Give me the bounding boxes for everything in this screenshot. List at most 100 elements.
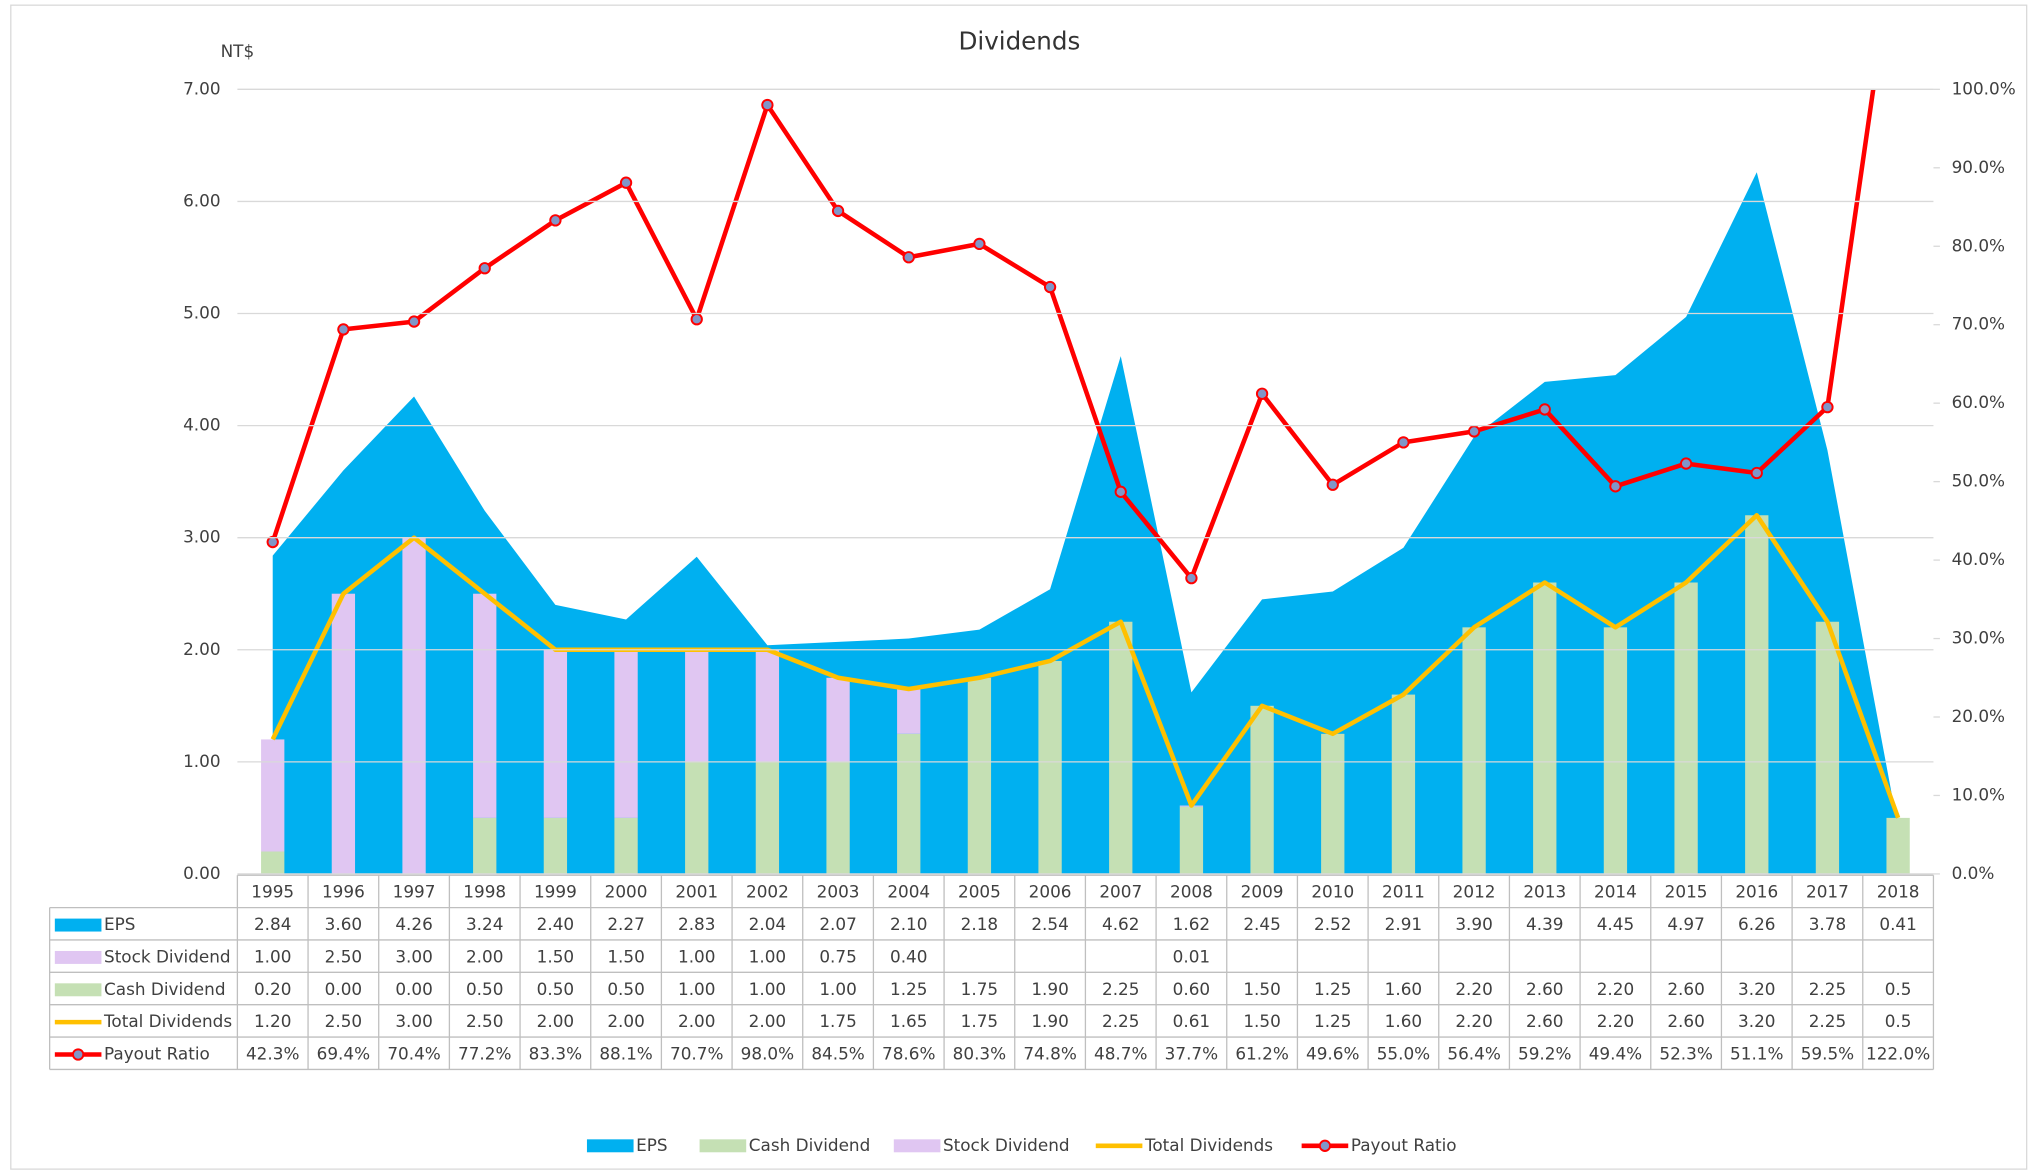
stock-bar — [261, 739, 285, 852]
table-cell: 0.01 — [1173, 946, 1210, 966]
x-tick-label: 2016 — [1735, 882, 1778, 902]
x-tick-label: 2004 — [887, 882, 930, 902]
table-cell: 1.50 — [1243, 1011, 1280, 1031]
x-tick-label: 2003 — [817, 882, 860, 902]
cash-bar — [897, 733, 921, 874]
cash-bar — [1250, 705, 1274, 874]
table-cell: 61.2% — [1235, 1044, 1288, 1064]
table-cell: 69.4% — [317, 1044, 370, 1064]
y2-tick-label: 80.0% — [1952, 235, 2005, 255]
y-tick-label: 7.00 — [183, 78, 220, 98]
x-tick-label: 2002 — [746, 882, 789, 902]
payout-marker — [902, 251, 915, 264]
payout-marker — [266, 535, 279, 549]
legend-label: Total Dividends — [1144, 1135, 1273, 1155]
x-tick-label: 2011 — [1382, 882, 1425, 902]
y-tick-label: 0.00 — [183, 863, 220, 883]
table-cell: 1.00 — [678, 979, 715, 999]
table-cell: 2.50 — [466, 1011, 503, 1031]
table-cell: 98.0% — [741, 1044, 794, 1064]
table-cell: 3.00 — [395, 946, 432, 966]
payout-marker — [1467, 425, 1481, 438]
payout-marker — [337, 323, 350, 336]
x-tick-label: 2006 — [1029, 882, 1072, 902]
table-cell: 37.7% — [1165, 1044, 1218, 1064]
table-cell: 83.3% — [529, 1044, 582, 1064]
table-cell: 6.26 — [1738, 914, 1775, 934]
table-cell: 1.62 — [1173, 914, 1210, 934]
y-tick-label: 5.00 — [183, 303, 220, 323]
table-cell: 2.10 — [890, 914, 927, 934]
table-cell: 3.20 — [1738, 979, 1775, 999]
legend-label: Payout Ratio — [1351, 1135, 1457, 1155]
table-cell: 2.00 — [678, 1011, 715, 1031]
table-cell: 0.00 — [325, 979, 362, 999]
x-tick-label: 1998 — [463, 882, 506, 902]
table-cell: 2.40 — [537, 914, 574, 934]
x-tick-label: 2000 — [605, 882, 648, 902]
table-cell: 0.61 — [1173, 1011, 1210, 1031]
table-cell: 2.60 — [1526, 1011, 1563, 1031]
table-swatch — [54, 950, 102, 964]
table-cell: 4.62 — [1102, 914, 1139, 934]
table-cell: 1.75 — [819, 1011, 856, 1031]
x-tick-label: 2017 — [1806, 882, 1849, 902]
x-tick-label: 2009 — [1241, 882, 1284, 902]
legend-swatch — [1318, 1139, 1332, 1152]
cash-bar — [543, 817, 568, 874]
x-tick-label: 2013 — [1523, 882, 1566, 902]
table-cell: 4.45 — [1597, 914, 1634, 934]
table-cell: 52.3% — [1659, 1044, 1712, 1064]
y-axis-label: NT$ — [221, 41, 255, 61]
table-cell: 1.50 — [1243, 979, 1280, 999]
table-cell: 1.65 — [890, 1011, 927, 1031]
table-cell: 2.52 — [1314, 914, 1351, 934]
x-tick-label: 1997 — [393, 882, 436, 902]
payout-marker — [761, 98, 774, 112]
legend-label: EPS — [636, 1135, 667, 1155]
payout-marker — [1185, 571, 1198, 585]
table-cell: 4.26 — [395, 914, 432, 934]
table-cell: 74.8% — [1023, 1044, 1076, 1064]
x-tick-label: 2012 — [1453, 882, 1496, 902]
cash-bar — [473, 817, 497, 874]
table-swatch — [71, 1048, 85, 1061]
table-row-label: EPS — [104, 914, 135, 934]
payout-marker — [1679, 457, 1693, 470]
table-cell: 2.50 — [325, 946, 362, 966]
legend-swatch — [893, 1139, 941, 1153]
payout-marker — [1255, 387, 1269, 400]
table-cell: 0.5 — [1885, 1011, 1912, 1031]
table-cell: 3.60 — [325, 914, 362, 934]
table-cell: 1.60 — [1385, 1011, 1422, 1031]
table-cell: 80.3% — [953, 1044, 1006, 1064]
table-cell: 2.91 — [1385, 914, 1422, 934]
table-cell: 2.20 — [1597, 979, 1634, 999]
stock-bar — [685, 649, 709, 762]
cash-bar — [826, 761, 850, 874]
y-tick-label: 6.00 — [183, 190, 220, 210]
table-cell: 1.00 — [678, 946, 715, 966]
payout-marker — [1609, 480, 1622, 493]
cash-bar — [1603, 627, 1628, 874]
y2-tick-label: 50.0% — [1952, 471, 2005, 491]
cash-bar — [1674, 582, 1698, 874]
table-row-label: Stock Dividend — [104, 946, 231, 966]
x-tick-label: 1999 — [534, 882, 577, 902]
table-cell: 88.1% — [599, 1044, 652, 1064]
cash-bar — [967, 677, 992, 874]
table-cell: 56.4% — [1447, 1044, 1500, 1064]
chart-title: Dividends — [958, 27, 1080, 56]
table-cell: 2.00 — [749, 1011, 786, 1031]
table-cell: 3.90 — [1455, 914, 1492, 934]
y-tick-label: 3.00 — [183, 527, 220, 547]
stock-bar — [402, 537, 426, 874]
x-tick-label: 2010 — [1311, 882, 1354, 902]
table-cell: 0.41 — [1879, 914, 1916, 934]
table-cell: 1.20 — [254, 1011, 291, 1031]
x-tick-label: 2005 — [958, 882, 1001, 902]
legend-swatch — [699, 1139, 747, 1153]
table-cell: 1.00 — [749, 979, 786, 999]
y2-tick-label: 20.0% — [1952, 706, 2005, 726]
payout-marker — [619, 176, 633, 189]
